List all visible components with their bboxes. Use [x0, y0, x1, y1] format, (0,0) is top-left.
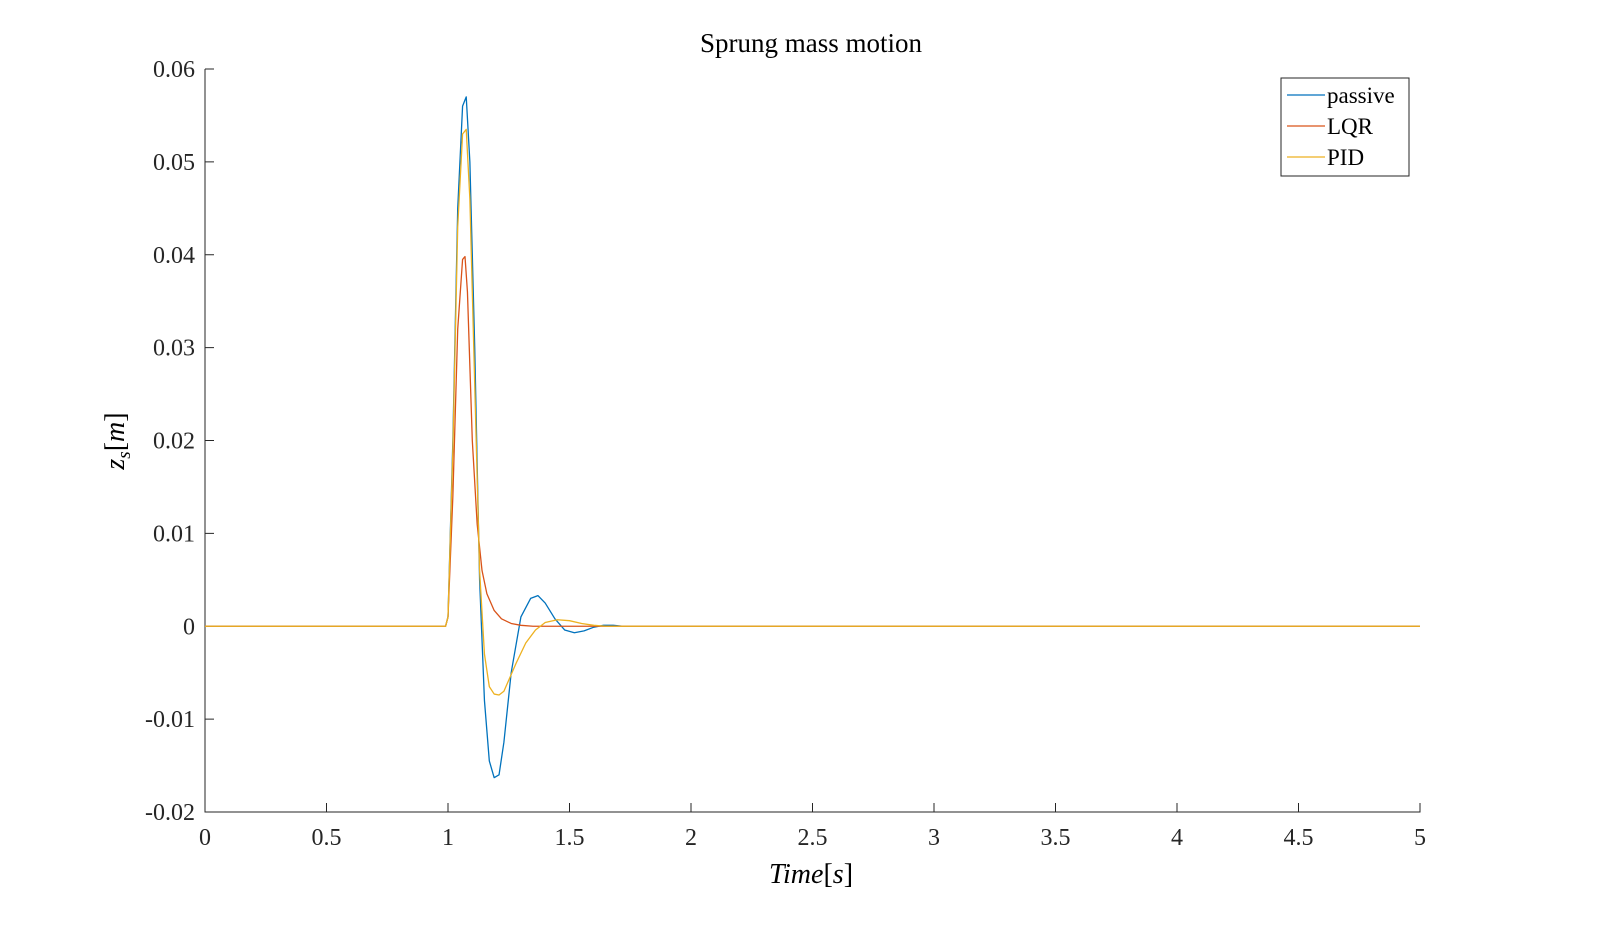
- y-axis-label-close-bracket: ]: [100, 412, 131, 421]
- legend: passive LQR PID: [1280, 77, 1410, 177]
- x-tick-label: 2: [685, 825, 697, 851]
- x-tick-label: 4.5: [1284, 825, 1314, 851]
- x-tick-label: 2.5: [798, 825, 828, 851]
- x-tick-label: 1: [442, 825, 454, 851]
- y-tick-label: -0.01: [145, 707, 195, 733]
- x-axis-label: Time[s]: [769, 859, 853, 890]
- x-tick-label: 0: [199, 825, 211, 851]
- legend-box: [1280, 77, 1410, 177]
- y-axis: -0.02 -0.01 0 0.01 0.02 0.03 0.04 0.05 0.06: [145, 57, 214, 826]
- x-axis-label-unit: s: [833, 859, 844, 890]
- x-axis-label-main: Time: [769, 859, 823, 890]
- x-axis: 0 0.5 1 1.5 2 2.5 3 3.5 4 4.5 5: [199, 803, 1426, 851]
- series-line-lqr: [205, 255, 1420, 627]
- y-axis-label-main: z: [100, 459, 131, 471]
- y-tick-label: 0: [183, 614, 195, 640]
- x-axis-label-close-bracket: ]: [844, 859, 853, 890]
- y-axis-label-open-bracket: [: [100, 442, 131, 451]
- y-tick-label: 0.06: [153, 57, 195, 83]
- legend-label-pid: PID: [1327, 145, 1364, 170]
- y-axis-label-subscript: s: [114, 451, 135, 458]
- chart-title: Sprung mass motion: [700, 28, 923, 58]
- y-tick-label: -0.02: [145, 800, 195, 826]
- legend-label-lqr: LQR: [1327, 114, 1374, 139]
- y-tick-label: 0.05: [153, 150, 195, 176]
- y-tick-label: 0.03: [153, 336, 195, 362]
- x-tick-label: 1.5: [555, 825, 585, 851]
- x-tick-label: 3: [928, 825, 940, 851]
- legend-items: passive LQR PID: [1287, 83, 1395, 170]
- x-tick-label: 4: [1171, 825, 1183, 851]
- x-tick-label: 0.5: [312, 825, 342, 851]
- x-axis-label-open-bracket: [: [823, 859, 832, 890]
- series-line-pid: [205, 128, 1420, 696]
- y-tick-label: 0.02: [153, 429, 195, 455]
- y-tick-label: 0.04: [153, 243, 195, 269]
- y-axis-label-unit: m: [100, 422, 131, 442]
- legend-label-passive: passive: [1327, 83, 1395, 108]
- x-tick-label: 3.5: [1041, 825, 1071, 851]
- series-group: [205, 96, 1420, 779]
- y-tick-label: 0.01: [153, 521, 195, 547]
- x-tick-label: 5: [1414, 825, 1426, 851]
- y-axis-label: zs[m]: [100, 412, 135, 470]
- series-line-passive: [205, 96, 1420, 779]
